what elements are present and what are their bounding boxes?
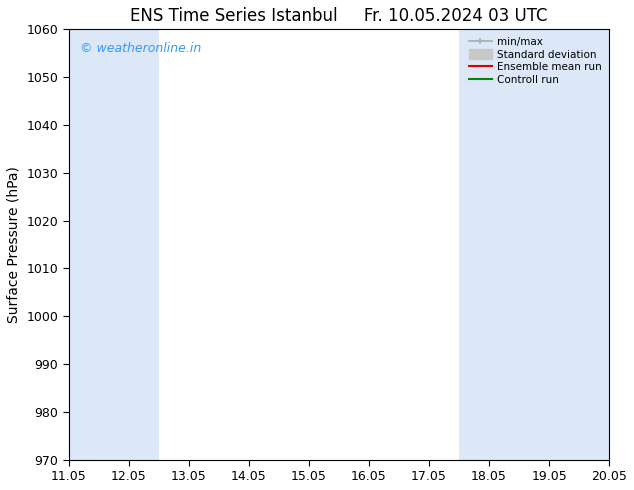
Y-axis label: Surface Pressure (hPa): Surface Pressure (hPa) [7, 166, 21, 323]
Bar [99, 29, 159, 460]
Title: ENS Time Series Istanbul     Fr. 10.05.2024 03 UTC: ENS Time Series Istanbul Fr. 10.05.2024 … [130, 7, 548, 25]
Legend: min/max, Standard deviation, Ensemble mean run, Controll run: min/max, Standard deviation, Ensemble me… [467, 34, 604, 87]
Bar [579, 29, 609, 460]
Bar [69, 29, 99, 460]
Bar [519, 29, 579, 460]
Bar [459, 29, 519, 460]
Text: © weatheronline.in: © weatheronline.in [80, 42, 201, 55]
